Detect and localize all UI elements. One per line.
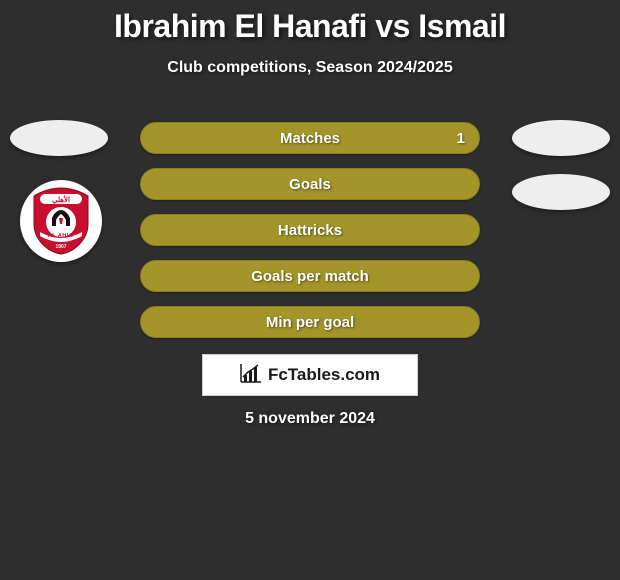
stat-row-matches: Matches 1 bbox=[140, 122, 480, 154]
svg-text:AL AHLY: AL AHLY bbox=[48, 233, 75, 239]
comparison-card: Ibrahim El Hanafi vs Ismail Club competi… bbox=[0, 0, 620, 580]
stat-label: Matches bbox=[280, 130, 340, 147]
al-ahly-crest-icon: الأهلي AL AHLY 1907 bbox=[26, 186, 96, 256]
stat-label: Hattricks bbox=[278, 222, 342, 239]
stat-label: Goals per match bbox=[251, 268, 369, 285]
stat-row-goals-per-match: Goals per match bbox=[140, 260, 480, 292]
stat-row-goals: Goals bbox=[140, 168, 480, 200]
stat-label: Min per goal bbox=[266, 314, 354, 331]
page-title: Ibrahim El Hanafi vs Ismail bbox=[0, 0, 620, 45]
player-right-club-avatar bbox=[512, 174, 610, 210]
date-label: 5 november 2024 bbox=[0, 410, 620, 428]
brand-name: FcTables.com bbox=[268, 365, 380, 385]
stat-row-min-per-goal: Min per goal bbox=[140, 306, 480, 338]
bar-chart-icon bbox=[240, 363, 262, 388]
stat-value-right: 1 bbox=[457, 130, 465, 147]
svg-text:1907: 1907 bbox=[55, 244, 66, 250]
brand-attribution[interactable]: FcTables.com bbox=[202, 354, 418, 396]
page-subtitle: Club competitions, Season 2024/2025 bbox=[0, 59, 620, 77]
player-left-avatar bbox=[10, 120, 108, 156]
player-left-club-badge: الأهلي AL AHLY 1907 bbox=[20, 180, 102, 262]
player-right-avatar bbox=[512, 120, 610, 156]
stat-row-hattricks: Hattricks bbox=[140, 214, 480, 246]
stat-label: Goals bbox=[289, 176, 331, 193]
stats-list: Matches 1 Goals Hattricks Goals per matc… bbox=[140, 122, 480, 352]
